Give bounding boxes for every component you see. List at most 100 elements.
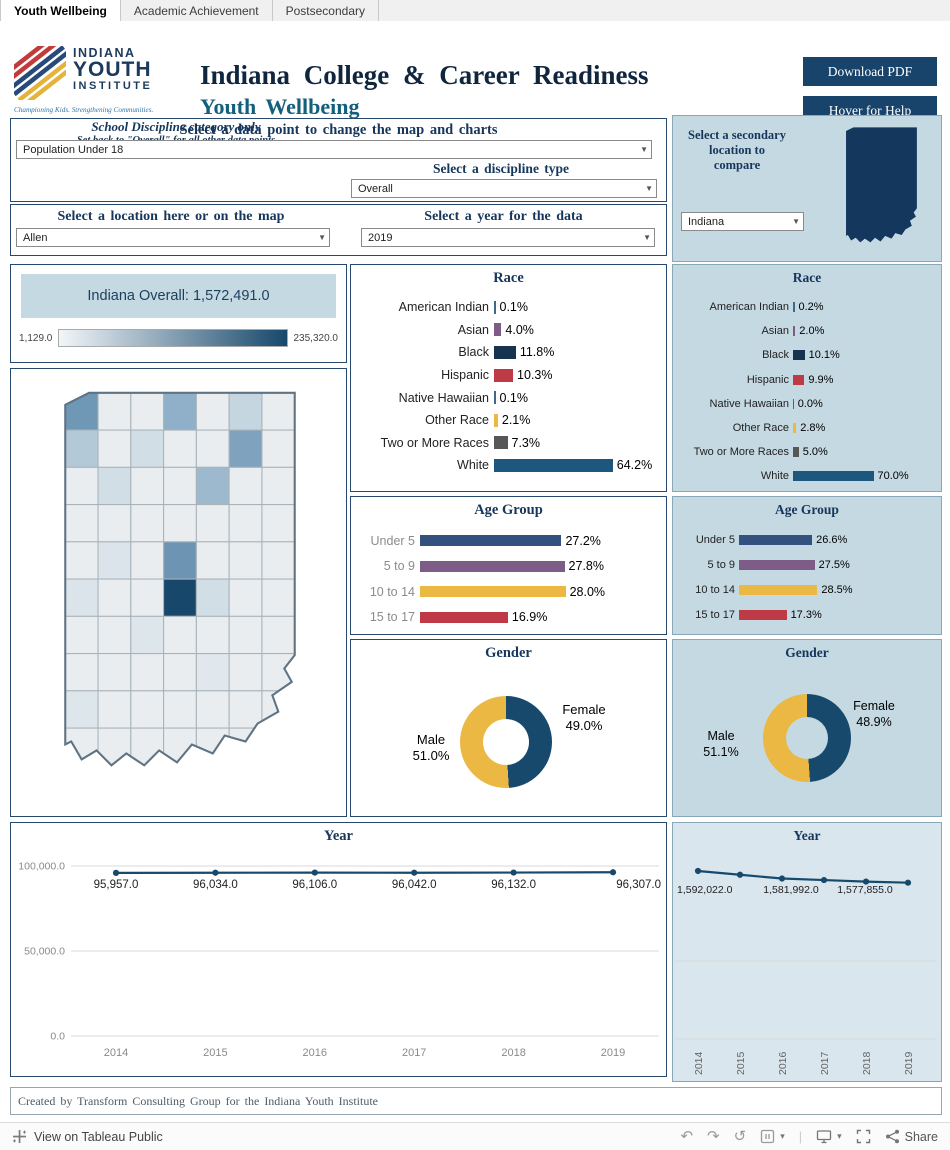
county-cell[interactable] <box>228 578 263 617</box>
bar-row-black[interactable]: Black 11.8% <box>357 341 662 364</box>
share-button[interactable]: Share <box>885 1129 938 1144</box>
county-cell[interactable] <box>261 504 295 543</box>
county-cell[interactable] <box>97 504 132 543</box>
county-cell[interactable] <box>65 653 99 692</box>
bar[interactable] <box>793 350 805 361</box>
county-cell[interactable] <box>130 541 165 580</box>
county-cell[interactable] <box>130 653 165 692</box>
county-cell[interactable] <box>261 429 295 468</box>
datapoint-select[interactable]: Population Under 18 ▼ <box>16 140 652 159</box>
bar-row-asian[interactable]: Asian 4.0% <box>357 319 662 342</box>
county-cell[interactable] <box>130 392 165 431</box>
indiana-state-icon[interactable] <box>827 120 935 258</box>
gender-donut[interactable] <box>763 694 851 782</box>
county-cell[interactable] <box>228 466 263 506</box>
county-cell[interactable] <box>97 615 132 655</box>
county-cell[interactable] <box>228 429 263 468</box>
display-options-icon[interactable] <box>816 1129 832 1144</box>
indiana-county-map[interactable] <box>11 369 346 816</box>
bar[interactable] <box>739 609 787 620</box>
bar[interactable] <box>494 458 613 472</box>
county-cell[interactable] <box>261 541 295 580</box>
bar[interactable] <box>494 391 496 405</box>
data-point[interactable] <box>212 869 219 876</box>
secondary-location-select[interactable]: Indiana ▼ <box>681 212 804 231</box>
bar-row-american-indian[interactable]: American Indian 0.2% <box>681 295 937 319</box>
tab-postsecondary[interactable]: Postsecondary <box>273 0 380 21</box>
county-cell[interactable] <box>97 727 132 766</box>
bar[interactable] <box>739 534 813 545</box>
county-cell[interactable] <box>228 615 263 655</box>
county-cell[interactable] <box>130 504 165 543</box>
view-on-tableau-link[interactable]: View on Tableau Public <box>34 1129 163 1144</box>
bar-row-5-to-9[interactable]: 5 to 9 27.5% <box>681 552 937 577</box>
county-cell[interactable] <box>261 466 295 506</box>
county-cell[interactable] <box>65 392 99 431</box>
data-point[interactable] <box>112 869 120 876</box>
bar[interactable] <box>420 560 565 572</box>
county-cell[interactable] <box>163 466 197 506</box>
county-cell[interactable] <box>97 541 132 580</box>
county-cell[interactable] <box>163 690 197 729</box>
county-cell[interactable] <box>65 504 99 543</box>
chevron-down-icon[interactable]: ▾ <box>780 1131 785 1141</box>
bar[interactable] <box>420 611 508 623</box>
bar[interactable] <box>494 436 508 450</box>
bar-row-native-hawaiian[interactable]: Native Hawaiian 0.0% <box>681 392 937 416</box>
data-point[interactable] <box>510 869 517 876</box>
bar[interactable] <box>494 323 502 337</box>
year-line-chart[interactable]: 1,592,022.0 1,581,992.0 1,577,855.0 2014 201… <box>673 849 939 1081</box>
bar[interactable] <box>494 345 516 359</box>
county-cell[interactable] <box>195 541 230 580</box>
county-cell[interactable] <box>130 690 165 729</box>
bar[interactable] <box>739 584 818 595</box>
location-select[interactable]: Allen ▼ <box>16 228 330 247</box>
county-cell[interactable] <box>195 653 230 692</box>
bar[interactable] <box>494 368 514 382</box>
county-cell[interactable] <box>65 690 99 729</box>
reset-icon[interactable]: ↺ <box>733 1128 747 1145</box>
county-cell[interactable] <box>65 615 99 655</box>
bar-row-hispanic[interactable]: Hispanic 10.3% <box>357 364 662 387</box>
bar[interactable] <box>793 302 795 313</box>
bar[interactable] <box>793 447 799 458</box>
data-point[interactable] <box>820 876 828 884</box>
bar[interactable] <box>793 423 797 434</box>
county-cell[interactable] <box>228 727 263 766</box>
bar-row-two-or-more-races[interactable]: Two or More Races 7.3% <box>357 432 662 455</box>
fullscreen-icon[interactable] <box>856 1129 871 1144</box>
county-cell[interactable] <box>97 429 132 468</box>
bar-row-white[interactable]: White 64.2% <box>357 454 662 477</box>
county-cell[interactable] <box>195 466 230 506</box>
county-cell[interactable] <box>65 541 99 580</box>
county-cell[interactable] <box>195 727 230 766</box>
bar-row-asian[interactable]: Asian 2.0% <box>681 319 937 343</box>
bar[interactable] <box>739 559 815 570</box>
bar-row-white[interactable]: White 70.0% <box>681 464 937 488</box>
tab-youth-wellbeing[interactable]: Youth Wellbeing <box>0 0 121 22</box>
data-point[interactable] <box>609 869 617 876</box>
bar-row-15-to-17[interactable]: 15 to 17 17.3% <box>681 602 937 627</box>
county-cell[interactable] <box>130 466 165 506</box>
bar[interactable] <box>494 300 496 314</box>
county-cell[interactable] <box>195 392 230 431</box>
county-cell[interactable] <box>163 392 197 431</box>
bar-row-under-5[interactable]: Under 5 26.6% <box>681 527 937 552</box>
county-cell[interactable] <box>228 653 263 692</box>
county-cell[interactable] <box>261 653 295 692</box>
county-cell[interactable] <box>195 429 230 468</box>
bar[interactable] <box>420 586 566 598</box>
bar[interactable] <box>793 471 874 482</box>
county-cell[interactable] <box>228 504 263 543</box>
bar-row-15-to-17[interactable]: 15 to 17 16.9% <box>357 605 662 631</box>
county-cell[interactable] <box>97 690 132 729</box>
county-cell[interactable] <box>65 466 99 506</box>
county-cell[interactable] <box>65 429 99 468</box>
county-cell[interactable] <box>163 615 197 655</box>
bar[interactable] <box>793 398 794 409</box>
county-cell[interactable] <box>195 690 230 729</box>
county-cell[interactable] <box>97 466 132 506</box>
bar-row-native-hawaiian[interactable]: Native Hawaiian 0.1% <box>357 386 662 409</box>
county-cell[interactable] <box>163 429 197 468</box>
bar-row-hispanic[interactable]: Hispanic 9.9% <box>681 368 937 392</box>
